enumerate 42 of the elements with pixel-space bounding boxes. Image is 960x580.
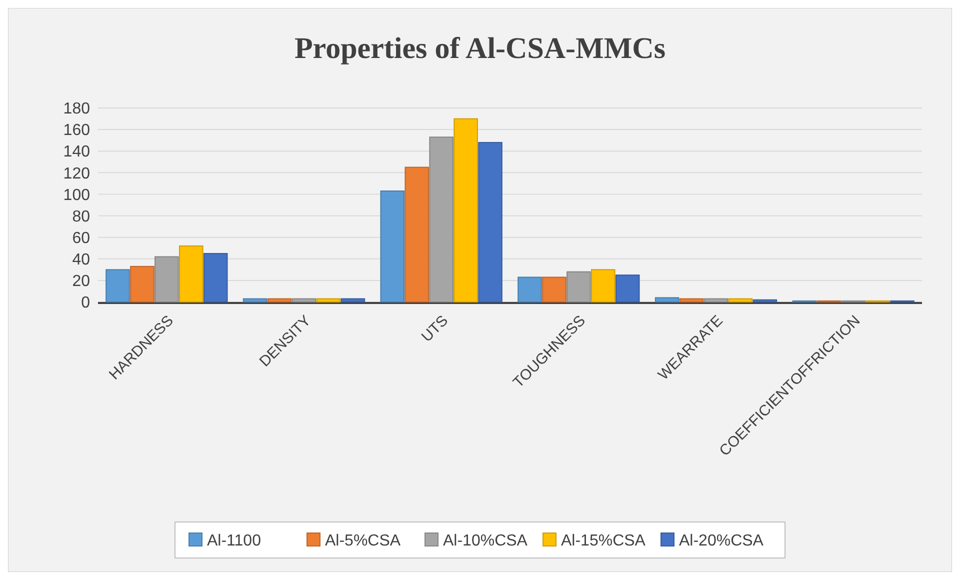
y-tick-label: 40 (72, 251, 90, 268)
bar (615, 274, 640, 302)
y-tick-label: 0 (81, 294, 90, 312)
bar (316, 298, 341, 302)
bar (242, 298, 268, 302)
legend-label: Al-5%CSA (325, 532, 401, 550)
legend-label: Al-20%CSA (679, 532, 764, 550)
y-tick-label: 60 (72, 230, 90, 247)
bar (591, 269, 616, 302)
bar (130, 266, 154, 302)
bar (728, 298, 753, 302)
legend-label: Al-10%CSA (443, 532, 528, 550)
bar (203, 253, 228, 302)
y-tick-label: 20 (72, 273, 90, 290)
legend-label: Al-1100 (207, 532, 262, 550)
y-tick-label: 100 (63, 186, 90, 204)
bar (679, 298, 704, 302)
bar (179, 245, 204, 302)
y-tick-label: 160 (63, 122, 90, 140)
y-tick-label: 140 (63, 144, 90, 161)
bar (404, 166, 429, 302)
bar (267, 298, 292, 302)
bar (566, 271, 591, 302)
bar (478, 142, 502, 302)
bar (518, 276, 542, 302)
y-tick-label: 180 (63, 100, 90, 118)
x-tick-label: UTS (418, 312, 452, 346)
bar (654, 297, 680, 302)
bar (380, 190, 405, 302)
bar (292, 298, 316, 302)
y-tick-label: 120 (63, 165, 90, 182)
bar (542, 276, 566, 302)
bar (454, 118, 478, 302)
chart-title: Properties of Al-CSA-MMCs (294, 32, 666, 65)
legend-label: Al-15%CSA (561, 532, 646, 550)
bar (106, 269, 130, 302)
bar (752, 299, 778, 302)
bar (429, 136, 454, 302)
bar (340, 298, 366, 302)
bar (154, 256, 179, 302)
bar (704, 298, 728, 302)
y-tick-label: 80 (72, 208, 90, 226)
